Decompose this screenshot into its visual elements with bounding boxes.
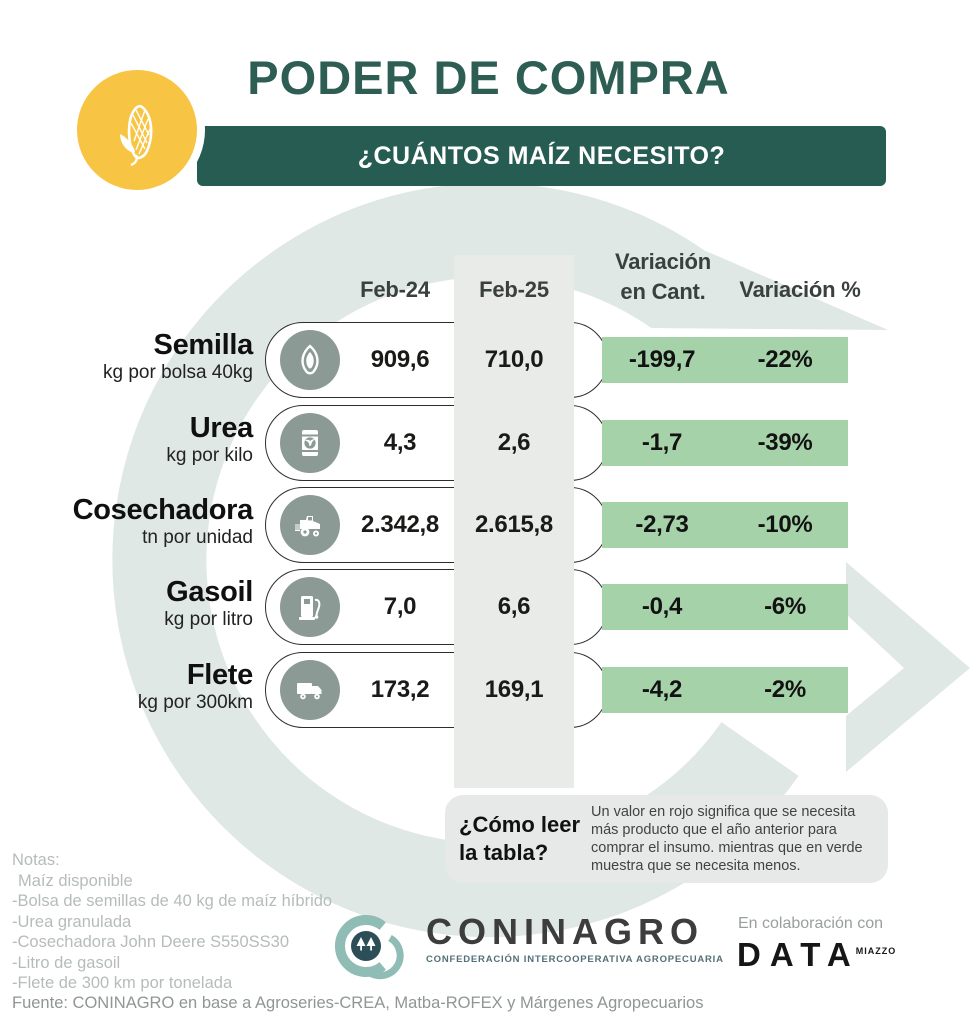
feb24-value: 909,6 — [370, 346, 430, 373]
feb25-value: 710,0 — [484, 346, 544, 373]
data-miazzo-logo: DATAMIAZZO — [737, 936, 896, 974]
miazzo-wordmark: MIAZZO — [855, 946, 897, 956]
coninagro-logo-mark-icon — [330, 912, 416, 987]
feb25-value: 2.615,8 — [475, 511, 553, 538]
row-name: Semilla — [153, 329, 254, 361]
variation-cant-value: -2,73 — [635, 511, 689, 538]
column-header-feb25: Feb-25 — [479, 277, 549, 302]
fuel-pump-icon — [280, 577, 340, 637]
note-item: Maíz disponible — [18, 871, 133, 890]
fertilizer-bag-icon — [280, 413, 340, 473]
variation-box: -2,73 -10% — [602, 502, 848, 548]
collaboration-label: En colaboración con — [738, 915, 883, 932]
row-label: Semilla kg por bolsa 40kg — [0, 329, 253, 385]
variation-cant-value: -1,7 — [641, 429, 683, 456]
source-line: Fuente: CONINAGRO en base a Agroseries-C… — [12, 994, 704, 1012]
row-unit: kg por 300km — [137, 692, 253, 713]
variation-box: -1,7 -39% — [602, 420, 848, 466]
feb25-value: 6,6 — [497, 593, 531, 620]
coninagro-tagline: CONFEDERACIÓN INTERCOOPERATIVA AGROPECUA… — [426, 954, 724, 965]
feb24-value: 173,2 — [370, 676, 430, 703]
truck-icon — [280, 660, 340, 720]
row-unit: tn por unidad — [142, 527, 253, 548]
variation-pct-value: -2% — [764, 676, 806, 703]
row-label: Flete kg por 300km — [0, 659, 253, 715]
row-name: Gasoil — [166, 576, 253, 608]
variation-pct-value: -39% — [757, 429, 813, 456]
data-wordmark: DATA — [737, 936, 860, 973]
variation-cant-value: -199,7 — [628, 346, 696, 373]
row-unit: kg por bolsa 40kg — [103, 362, 253, 383]
coninagro-wordmark-block: CONINAGRO CONFEDERACIÓN INTERCOOPERATIVA… — [426, 911, 724, 966]
column-header-variacion-pct: Variación % — [739, 277, 861, 302]
variation-box: -4,2 -2% — [602, 667, 848, 713]
feb25-value: 169,1 — [484, 676, 544, 703]
variation-box: -199,7 -22% — [602, 337, 848, 383]
coninagro-wordmark: CONINAGRO — [426, 911, 704, 952]
feb24-value: 7,0 — [383, 593, 417, 620]
how-to-read-box: ¿Cómo leer la tabla? Un valor en rojo si… — [445, 795, 888, 883]
variation-pct-value: -22% — [757, 346, 813, 373]
page-title: PODER DE COMPRA — [247, 51, 730, 104]
variation-pct-value: -6% — [764, 593, 806, 620]
corn-icon — [77, 70, 197, 190]
row-name: Flete — [186, 659, 253, 691]
subtitle-text: ¿CUÁNTOS MAÍZ NECESITO? — [357, 141, 726, 170]
how-to-read-title: ¿Cómo leer la tabla? — [459, 812, 581, 865]
variation-pct-value: -10% — [757, 511, 813, 538]
feb25-column-band — [454, 255, 574, 788]
feb25-value: 2,6 — [497, 429, 531, 456]
note-item: -Flete de 300 km por tonelada — [12, 974, 233, 992]
seed-icon — [280, 330, 340, 390]
how-to-read-body: Un valor en rojo significa que se necesi… — [591, 804, 863, 874]
column-header-feb24: Feb-24 — [360, 277, 430, 302]
harvester-icon — [280, 495, 340, 555]
row-label: Cosechadora tn por unidad — [0, 494, 254, 550]
variation-box: -0,4 -6% — [602, 584, 848, 630]
column-header-variacion-cant: Variación en Cant. — [614, 249, 712, 304]
notes-heading: Notas: — [12, 851, 60, 869]
row-unit: kg por kilo — [166, 445, 253, 466]
variation-cant-value: -0,4 — [641, 593, 683, 620]
notes-block: Notas: Maíz disponible -Bolsa de semilla… — [12, 850, 332, 994]
variation-cant-value: -4,2 — [641, 676, 683, 703]
coninagro-logo: CONINAGRO CONFEDERACIÓN INTERCOOPERATIVA… — [330, 912, 724, 987]
row-name: Cosechadora — [72, 494, 254, 526]
note-item: -Bolsa de semillas de 40 kg de maíz híbr… — [12, 892, 333, 910]
row-label: Gasoil kg por litro — [0, 576, 253, 632]
row-label: Urea kg por kilo — [0, 412, 253, 468]
subtitle-banner: ¿CUÁNTOS MAÍZ NECESITO? — [197, 126, 886, 186]
feb24-value: 4,3 — [383, 429, 417, 456]
note-item: -Litro de gasoil — [12, 953, 121, 972]
note-item: -Cosechadora John Deere S550SS30 — [12, 933, 290, 951]
feb24-value: 2.342,8 — [361, 511, 439, 538]
note-item: -Urea granulada — [12, 912, 132, 931]
row-name: Urea — [189, 412, 254, 444]
row-unit: kg por litro — [164, 609, 253, 630]
